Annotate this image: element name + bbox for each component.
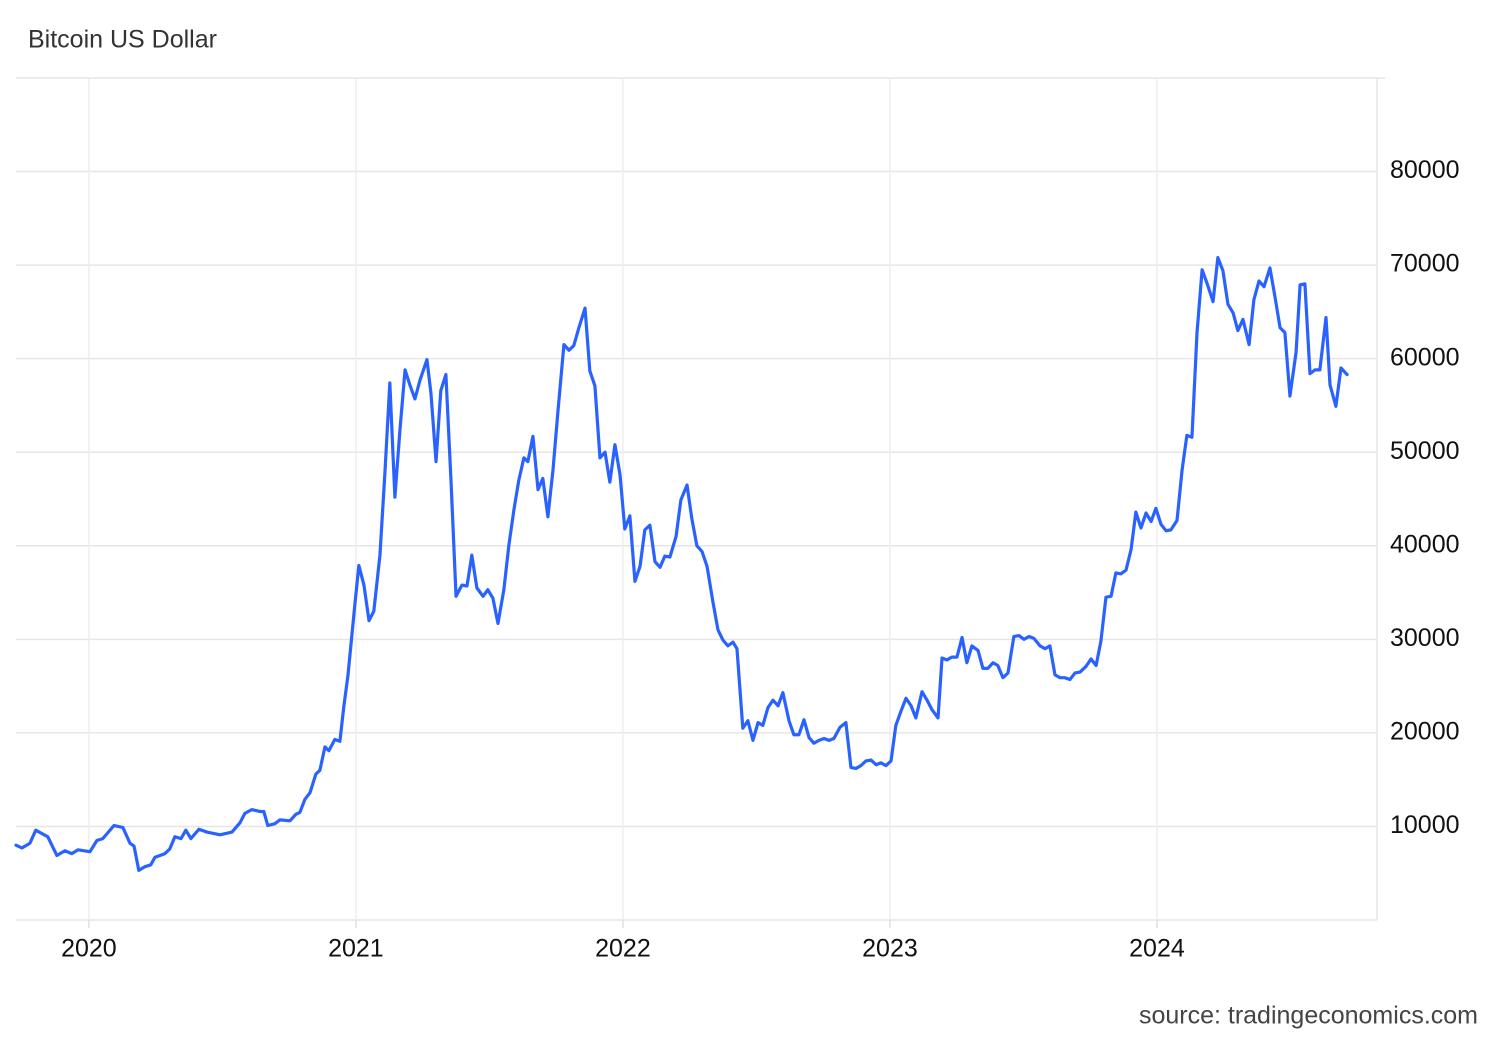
source-note: source: tradingeconomics.com	[1139, 1002, 1478, 1030]
x-tick-label: 2022	[595, 935, 651, 963]
y-tick-label: 60000	[1390, 343, 1460, 371]
y-tick-label: 50000	[1390, 437, 1460, 465]
x-tick-label: 2023	[862, 935, 918, 963]
price-line	[14, 256, 1349, 873]
x-tick-label: 2021	[328, 935, 384, 963]
y-tick-label: 20000	[1390, 717, 1460, 745]
y-tick-label: 70000	[1390, 250, 1460, 278]
y-tick-label: 80000	[1390, 156, 1460, 184]
y-tick-label: 40000	[1390, 530, 1460, 558]
y-tick-label: 30000	[1390, 624, 1460, 652]
y-tick-label: 10000	[1390, 811, 1460, 839]
x-tick-label: 2020	[61, 935, 117, 963]
x-tick-label: 2024	[1129, 935, 1185, 963]
chart-title: Bitcoin US Dollar	[28, 26, 217, 54]
